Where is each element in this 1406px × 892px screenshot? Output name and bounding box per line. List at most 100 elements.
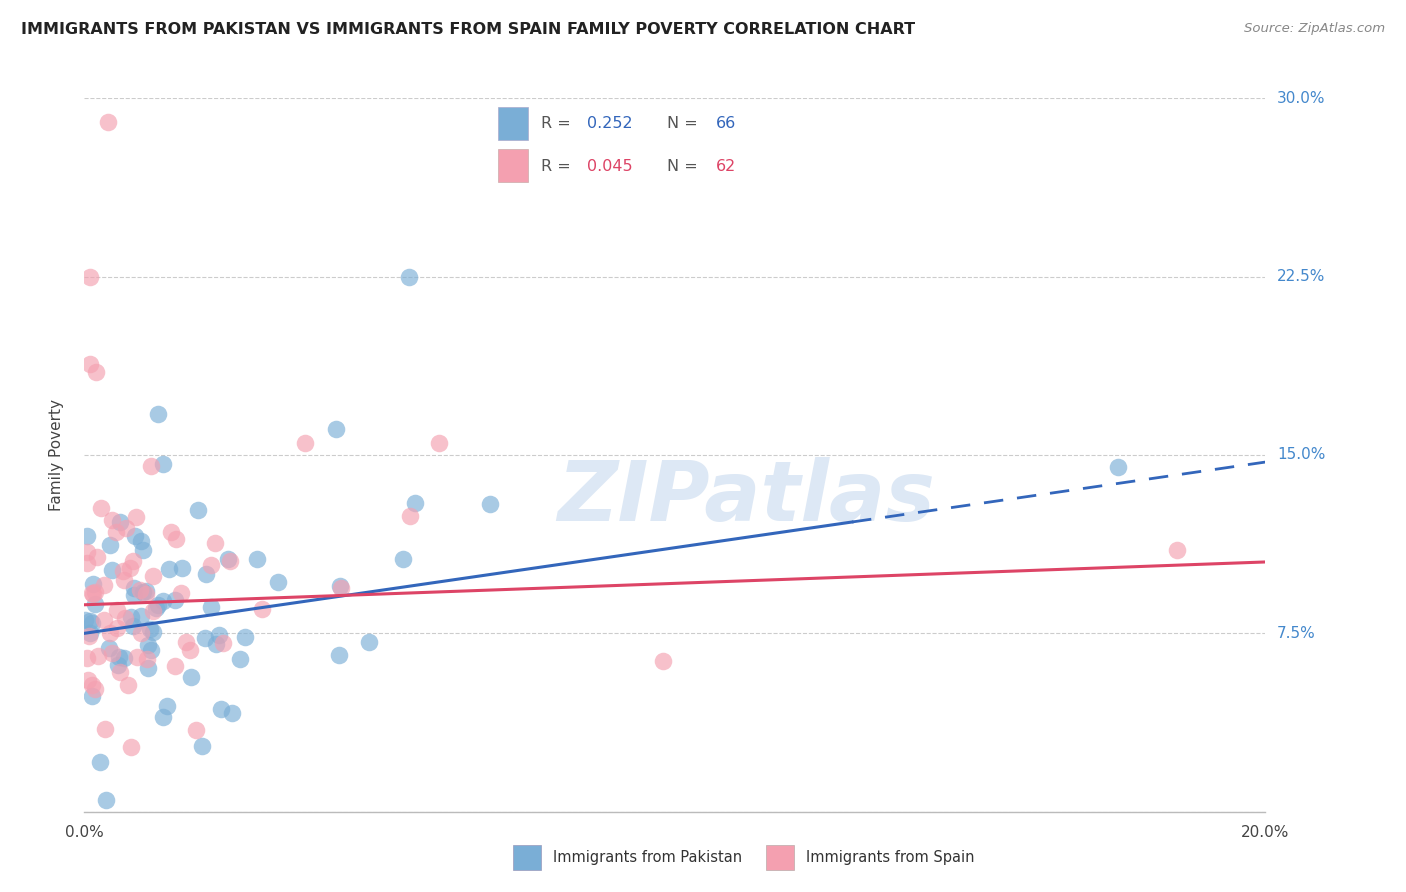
Point [217,552,239,566]
Point [330,581,353,595]
Point [398,269,420,284]
Point [121,554,143,568]
Point [93,613,115,627]
Point [246,551,269,566]
Point [219,554,242,568]
Text: 62: 62 [716,159,737,174]
Text: 66: 66 [716,116,737,131]
Point [114,573,136,587]
Point [122,581,145,595]
Bar [498,149,529,183]
Point [146,407,169,421]
Point [194,631,217,645]
Point [157,561,180,575]
Point [176,635,198,649]
Point [200,599,222,614]
Point [135,584,157,599]
Point [120,609,142,624]
Point [179,642,201,657]
Point [90,501,112,516]
Point [138,638,160,652]
Text: 30.0%: 30.0% [1277,91,1326,105]
Point [84,365,107,379]
Point [152,594,174,608]
Point [250,601,273,615]
Point [125,650,148,665]
Point [155,699,177,714]
Point [221,706,243,721]
Point [93,577,115,591]
Point [114,521,136,535]
Point [1166,543,1188,558]
Point [79,269,101,284]
Point [122,588,145,602]
Point [180,670,202,684]
Point [82,587,104,601]
Point [101,563,124,577]
Point [97,641,120,656]
Point [142,604,165,618]
Point [82,577,104,591]
Point [73,613,96,627]
Point [98,626,121,640]
Point [165,532,187,546]
Text: 15.0%: 15.0% [1277,448,1326,462]
Point [170,561,193,575]
Point [83,681,105,696]
Text: Immigrants from Pakistan: Immigrants from Pakistan [553,850,742,864]
Point [1107,459,1129,474]
Point [357,634,380,648]
Point [125,509,148,524]
Point [107,649,129,664]
Point [229,652,252,666]
Text: IMMIGRANTS FROM PAKISTAN VS IMMIGRANTS FROM SPAIN FAMILY POVERTY CORRELATION CHA: IMMIGRANTS FROM PAKISTAN VS IMMIGRANTS F… [21,22,915,37]
Text: 0.045: 0.045 [588,159,633,174]
Point [129,608,152,623]
Point [132,542,155,557]
Point [77,673,100,688]
Point [94,722,117,736]
Point [148,598,170,612]
Point [79,615,101,629]
Point [163,659,186,673]
Point [212,636,235,650]
Point [111,564,134,578]
Point [105,621,128,635]
Point [120,561,142,575]
Point [204,536,226,550]
Point [152,709,174,723]
Text: N =: N = [666,159,703,174]
Point [209,702,232,716]
Point [479,497,502,511]
Point [110,515,132,529]
Point [89,755,111,769]
Bar [498,106,529,140]
Point [191,739,214,754]
Point [267,575,290,590]
Point [136,651,159,665]
Point [124,529,146,543]
Point [651,654,673,668]
Point [141,642,163,657]
Point [94,793,117,807]
Point [80,678,103,692]
Point [76,529,98,543]
Point [101,646,124,660]
Point [233,631,256,645]
Point [77,629,100,643]
Point [79,357,101,371]
Point [117,678,139,692]
Point [136,661,159,675]
Point [163,593,186,607]
Point [294,436,316,450]
Point [114,611,136,625]
Text: R =: R = [541,159,576,174]
Point [404,496,426,510]
Point [131,534,153,549]
Point [97,115,120,129]
Point [159,524,181,539]
Point [80,586,103,600]
Point [187,503,209,517]
Point [105,603,128,617]
Point [76,651,98,665]
